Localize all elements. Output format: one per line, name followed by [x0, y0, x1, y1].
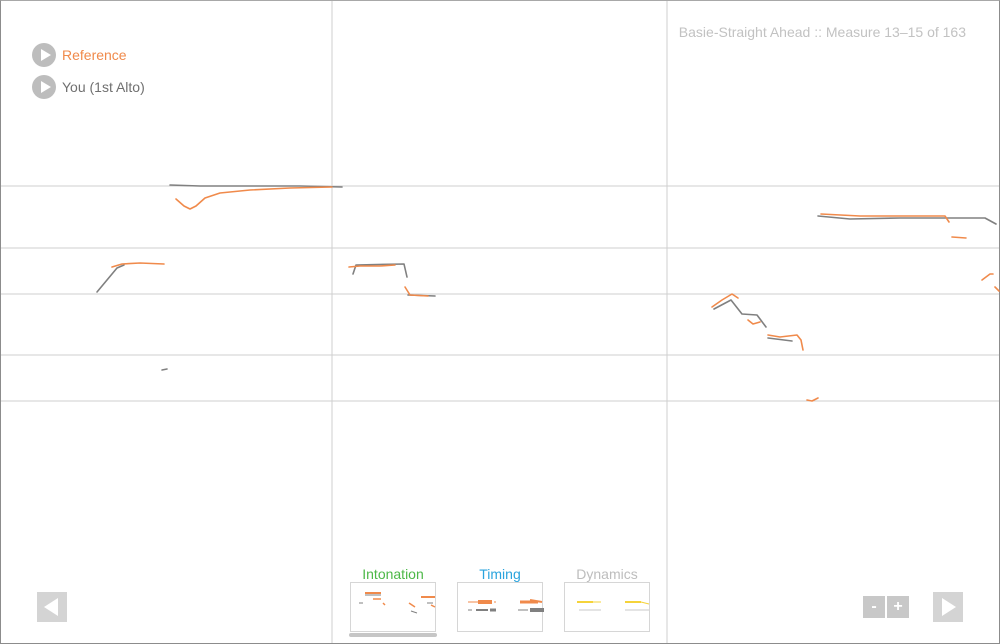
timing-thumbnail-graphic [468, 599, 544, 612]
dynamics-thumbnail[interactable] [564, 582, 650, 632]
performance-contour-2 [169, 184, 343, 188]
performance-contour-3 [161, 368, 168, 371]
reference-contour-4 [404, 286, 429, 297]
next-measure-button[interactable] [933, 592, 963, 622]
tab-timing[interactable]: Timing [479, 566, 521, 582]
zoom-in-button[interactable]: + [887, 596, 909, 618]
zoom-out-button[interactable]: - [863, 596, 885, 618]
legend-reference-label: Reference [62, 47, 127, 63]
performance-contour-8 [817, 215, 997, 225]
reference-contour-5 [711, 293, 739, 308]
previous-measure-button[interactable] [37, 592, 67, 622]
timing-thumbnail[interactable] [457, 582, 544, 632]
reference-contour-3 [348, 264, 396, 268]
tab-dynamics[interactable]: Dynamics [576, 566, 638, 582]
reference-contour-6 [747, 319, 761, 325]
dynamics-thumbnail-graphic [577, 601, 650, 611]
reference-contour-1 [111, 262, 165, 268]
performance-contour-1 [96, 264, 125, 293]
reference-contour-9 [951, 236, 967, 239]
legend-you-label: You (1st Alto) [62, 79, 145, 95]
reference-contour-2 [175, 186, 333, 210]
tab-intonation[interactable]: Intonation [362, 566, 424, 582]
song-title: Basie-Straight Ahead :: Measure 13–15 of… [678, 24, 966, 40]
play-you-icon[interactable] [32, 75, 56, 99]
reference-contour-12 [806, 397, 819, 402]
intonation-thumbnail[interactable] [350, 582, 436, 632]
reference-contour-11 [994, 286, 1000, 292]
reference-contour-10 [981, 273, 994, 281]
legend-reference[interactable]: Reference [32, 43, 127, 67]
active-tab-indicator [349, 633, 437, 637]
reference-contour-7 [767, 334, 804, 351]
play-reference-icon[interactable] [32, 43, 56, 67]
performance-contour-4 [352, 263, 408, 278]
performance-contour-6 [713, 299, 767, 328]
reference-contour-8 [820, 213, 950, 223]
intonation-thumbnail-graphic [359, 592, 436, 614]
performance-contour-7 [767, 337, 793, 342]
legend-you[interactable]: You (1st Alto) [32, 75, 145, 99]
